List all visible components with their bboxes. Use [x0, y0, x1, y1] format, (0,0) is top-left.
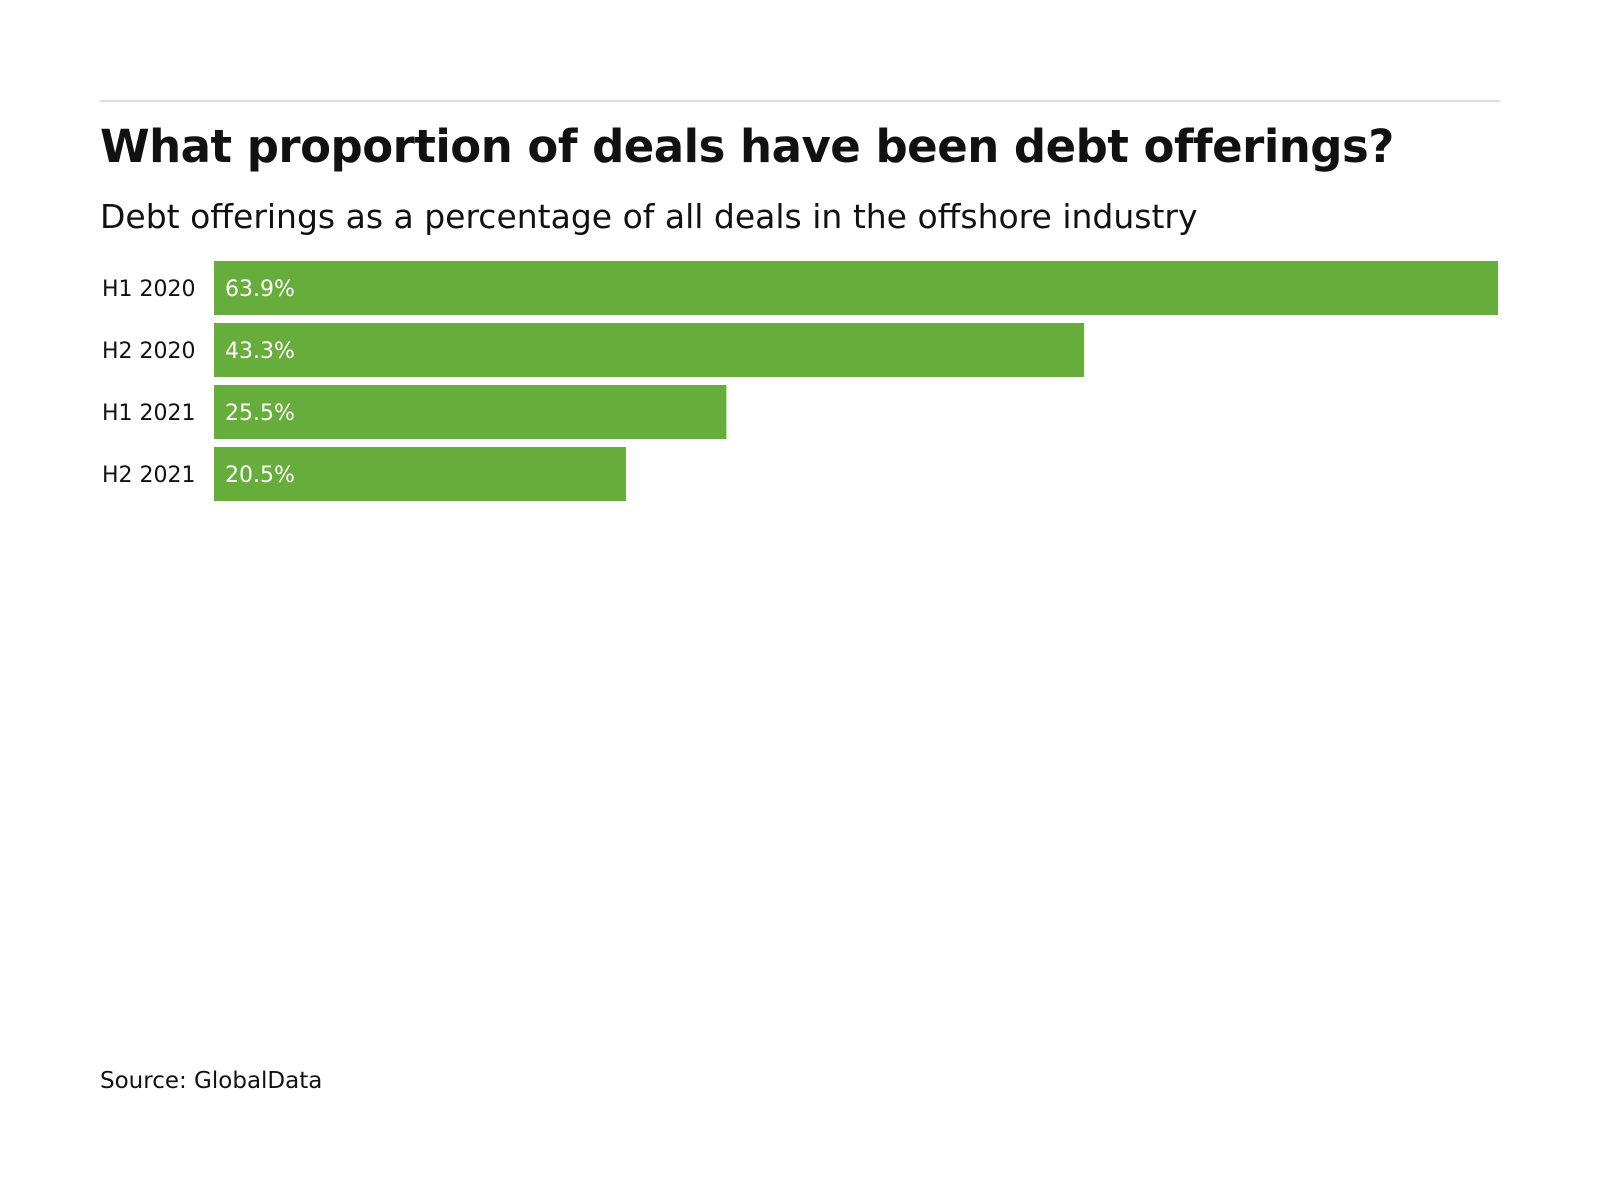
bar — [214, 447, 626, 501]
category-label: H1 2020 — [102, 277, 196, 302]
value-label: 20.5% — [225, 463, 295, 488]
top-rule — [100, 100, 1500, 102]
bar — [214, 323, 1085, 377]
bar — [214, 385, 727, 439]
source-note: Source: GlobalData — [100, 1068, 323, 1094]
value-label: 63.9% — [225, 277, 295, 302]
category-label: H2 2021 — [102, 463, 196, 488]
value-label: 43.3% — [225, 339, 295, 364]
value-label: 25.5% — [225, 401, 295, 426]
chart-title: What proportion of deals have been debt … — [100, 120, 1394, 173]
bar — [214, 261, 1498, 315]
chart-subtitle: Debt offerings as a percentage of all de… — [100, 197, 1198, 236]
category-label: H1 2021 — [102, 401, 196, 426]
category-label: H2 2020 — [102, 339, 196, 364]
